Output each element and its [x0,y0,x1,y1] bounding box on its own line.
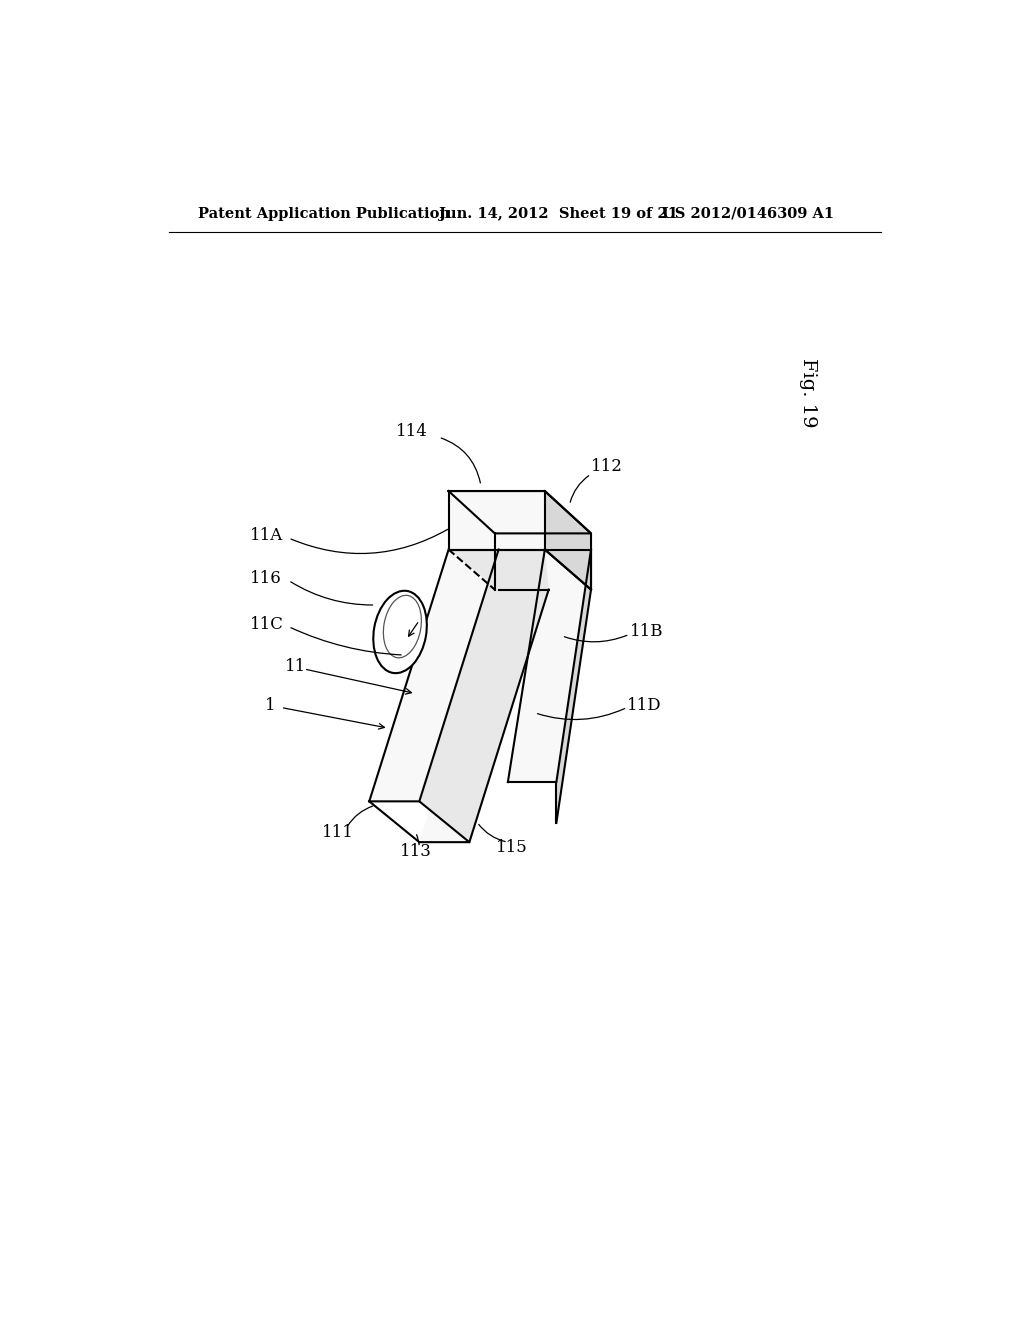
Text: Patent Application Publication: Patent Application Publication [199,207,451,220]
Polygon shape [419,590,549,842]
Text: 11A: 11A [250,527,284,544]
Text: 11B: 11B [630,623,663,640]
Text: 1: 1 [265,697,275,714]
Text: 113: 113 [400,843,432,859]
Text: 116: 116 [250,569,282,586]
Text: 111: 111 [322,824,353,841]
Text: US 2012/0146309 A1: US 2012/0146309 A1 [662,207,834,220]
Text: 115: 115 [497,840,528,857]
Text: Fig. 19: Fig. 19 [799,359,817,428]
Text: 11C: 11C [250,615,284,632]
Text: 11D: 11D [628,697,662,714]
Polygon shape [419,549,549,842]
Polygon shape [556,549,591,822]
Text: 114: 114 [396,424,428,441]
Polygon shape [508,549,591,781]
Polygon shape [449,491,545,549]
Polygon shape [449,549,549,590]
Text: 11: 11 [285,659,306,675]
Text: Jun. 14, 2012  Sheet 19 of 21: Jun. 14, 2012 Sheet 19 of 21 [438,207,678,220]
Ellipse shape [374,591,427,673]
Polygon shape [545,491,591,590]
Text: 112: 112 [591,458,623,475]
Polygon shape [370,549,499,801]
Polygon shape [449,491,591,533]
